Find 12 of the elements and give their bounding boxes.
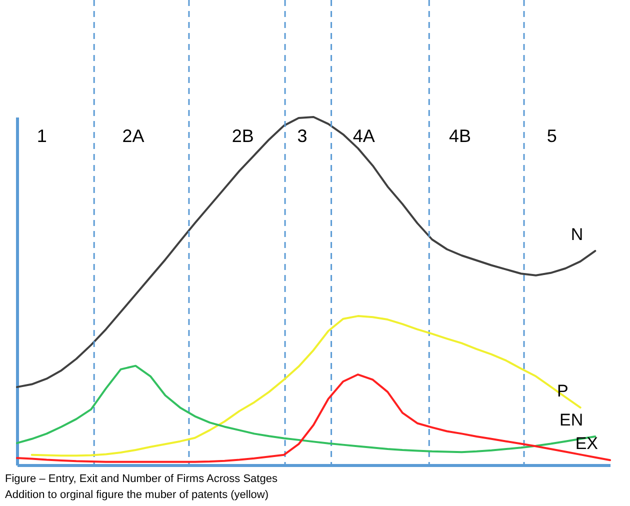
annotation: 5 bbox=[546, 126, 557, 146]
annotation: 1 bbox=[36, 126, 47, 146]
annotation: 3 bbox=[297, 126, 308, 146]
series-label: N bbox=[570, 224, 584, 244]
annotation: 2A bbox=[122, 126, 144, 146]
text: Addition to orginal figure the muber of patents (yellow) bbox=[5, 489, 269, 501]
text: Figure – Entry, Exit and Number of Firms Across Satges bbox=[5, 473, 278, 485]
series-label: EN bbox=[560, 410, 584, 430]
annotation: 4A bbox=[352, 126, 375, 146]
annotation: 4B bbox=[448, 126, 471, 146]
series-label: EX bbox=[575, 434, 598, 454]
annotation: 2B bbox=[232, 126, 254, 146]
